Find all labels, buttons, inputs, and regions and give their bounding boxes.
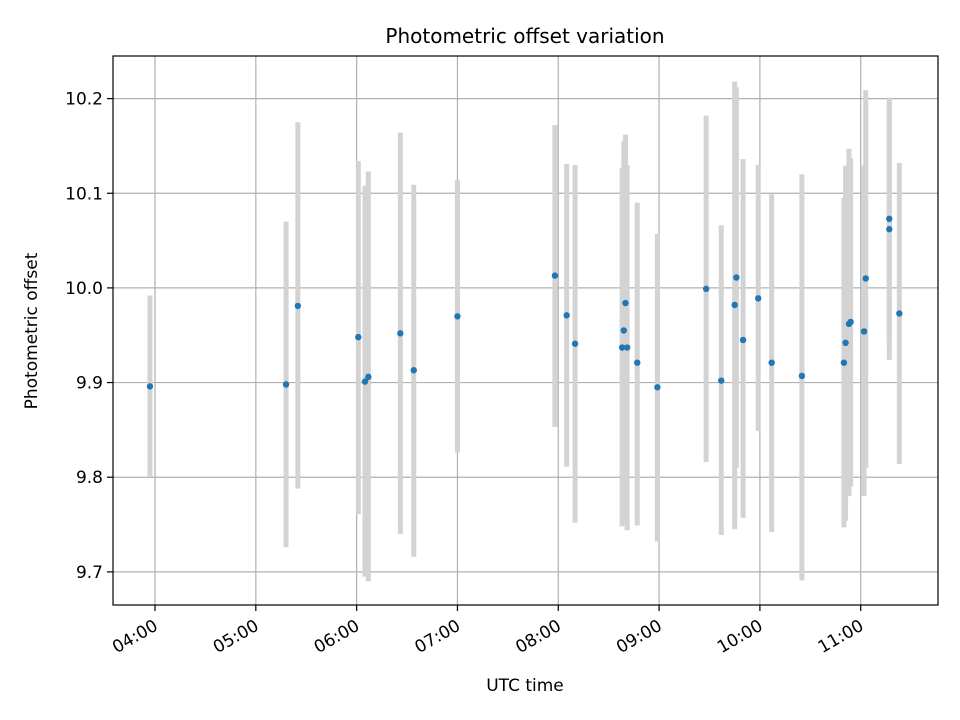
data-point — [355, 333, 362, 341]
data-point — [731, 301, 738, 309]
chart-title: Photometric offset variation — [385, 24, 664, 48]
data-point — [397, 330, 404, 337]
y-tick-label: 9.9 — [76, 374, 103, 394]
y-tick-label: 9.8 — [76, 468, 103, 488]
data-point — [563, 312, 570, 319]
data-point — [718, 377, 725, 384]
y-tick-label: 10.2 — [65, 90, 103, 110]
data-point — [842, 339, 849, 347]
data-points — [146, 215, 903, 391]
data-point — [622, 299, 629, 307]
x-axis-title: UTC time — [486, 676, 564, 696]
data-point — [454, 313, 461, 320]
data-point — [146, 383, 154, 390]
data-point — [623, 344, 631, 351]
plot-frame — [112, 55, 939, 606]
data-point — [798, 372, 806, 380]
plot-area — [113, 56, 938, 605]
data-point — [862, 275, 869, 282]
data-point — [739, 336, 747, 344]
data-point — [571, 340, 579, 347]
data-point — [654, 384, 661, 391]
data-point — [886, 215, 893, 223]
data-point — [840, 359, 848, 366]
data-point — [702, 285, 710, 293]
data-point — [294, 302, 302, 310]
data-point — [620, 327, 627, 334]
data-point — [733, 274, 740, 281]
y-axis-title: Photometric offset — [22, 252, 42, 409]
y-tick-label: 9.7 — [76, 563, 103, 583]
data-point — [361, 378, 369, 385]
data-point — [896, 310, 903, 317]
data-point — [282, 381, 290, 388]
y-tick-label: 10.0 — [65, 279, 103, 299]
data-point — [768, 359, 775, 366]
data-point — [847, 318, 854, 326]
data-point — [551, 272, 559, 279]
data-point — [618, 344, 626, 351]
data-point — [860, 328, 868, 335]
y-axis-ticks: 9.7 9.8 9.9 10.0 10.1 10.2 — [65, 90, 113, 583]
data-point — [634, 359, 641, 366]
data-point — [410, 367, 417, 374]
y-tick-label: 10.1 — [65, 184, 103, 204]
data-point — [365, 373, 372, 381]
data-point — [755, 295, 762, 302]
data-point — [886, 226, 893, 233]
